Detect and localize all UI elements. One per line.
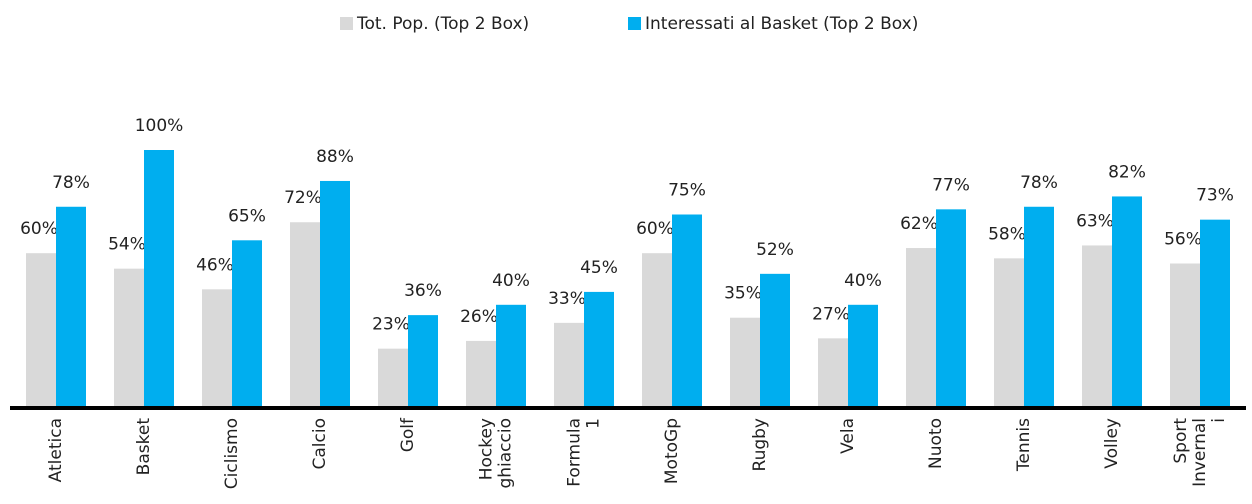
data-label: 46%: [196, 255, 234, 275]
legend-label: Tot. Pop. (Top 2 Box): [356, 14, 529, 34]
data-label: 26%: [460, 307, 498, 327]
bar: [202, 289, 232, 408]
data-label: 52%: [756, 240, 794, 260]
bar: [936, 209, 966, 408]
bar: [1112, 196, 1142, 408]
bar: [818, 338, 848, 408]
bar: [584, 291, 614, 408]
bar: [290, 222, 320, 408]
bar: [378, 348, 408, 408]
data-label: 77%: [932, 175, 970, 195]
x-tick-label: Sport: [1171, 418, 1191, 464]
data-label: 78%: [52, 173, 90, 193]
bar: [906, 248, 936, 408]
bar: [760, 273, 790, 408]
x-tick-label: Calcio: [310, 418, 330, 469]
x-tick-label: Formula: [565, 418, 585, 487]
data-label: 88%: [316, 147, 354, 167]
data-label: 36%: [404, 281, 442, 301]
bar: [1082, 245, 1112, 408]
bar: [672, 214, 702, 408]
x-tick-label: Volley: [1102, 418, 1122, 469]
data-label: 82%: [1108, 162, 1146, 182]
data-label: 40%: [492, 271, 530, 291]
bar: [496, 304, 526, 408]
x-tick-label: i: [1209, 418, 1229, 423]
bar: [1170, 263, 1200, 408]
x-tick-label: Basket: [134, 418, 154, 476]
x-tick-label: Ciclismo: [222, 418, 242, 489]
bar: [730, 317, 760, 408]
data-label: 33%: [548, 289, 586, 309]
bar: [848, 304, 878, 408]
bar: [466, 340, 496, 408]
bar: [554, 322, 584, 408]
data-label: 100%: [135, 116, 184, 136]
data-label: 63%: [1076, 211, 1114, 231]
bar: [642, 253, 672, 408]
data-label: 23%: [372, 315, 410, 335]
data-label: 72%: [284, 188, 322, 208]
bar: [232, 240, 262, 408]
bar: [56, 206, 86, 408]
bar: [994, 258, 1024, 408]
data-label: 45%: [580, 258, 618, 278]
x-tick-label: Invernal: [1190, 418, 1210, 487]
x-tick-label: Atletica: [46, 418, 66, 482]
data-label: 27%: [812, 304, 850, 324]
data-label: 60%: [636, 219, 674, 239]
x-tick-label: Tennis: [1014, 418, 1034, 472]
bar: [408, 315, 438, 408]
x-tick-label: 1: [584, 418, 604, 429]
data-label: 58%: [988, 224, 1026, 244]
bar: [114, 268, 144, 408]
data-label: 62%: [900, 214, 938, 234]
data-label: 78%: [1020, 173, 1058, 193]
data-label: 40%: [844, 271, 882, 291]
data-label: 73%: [1196, 186, 1234, 206]
x-tick-label: Golf: [398, 417, 418, 452]
data-label: 56%: [1164, 230, 1202, 250]
data-label: 75%: [668, 181, 706, 201]
bar: [320, 180, 350, 408]
x-tick-label: Nuoto: [926, 418, 946, 469]
bar: [144, 150, 174, 408]
x-tick-label: MotoGp: [662, 418, 682, 484]
data-label: 65%: [228, 206, 266, 226]
bar: [1200, 219, 1230, 408]
x-tick-label: Hockey: [477, 418, 497, 480]
legend-swatch: [628, 17, 641, 30]
legend-label: Interessati al Basket (Top 2 Box): [645, 14, 918, 34]
bar: [26, 253, 56, 408]
data-label: 60%: [20, 219, 58, 239]
x-tick-label: Rugby: [750, 418, 770, 471]
data-label: 54%: [108, 235, 146, 255]
legend-swatch: [340, 17, 353, 30]
bar: [1024, 206, 1054, 408]
data-label: 35%: [724, 284, 762, 304]
x-tick-label: Vela: [838, 418, 858, 454]
x-tick-label: ghiaccio: [496, 418, 516, 489]
